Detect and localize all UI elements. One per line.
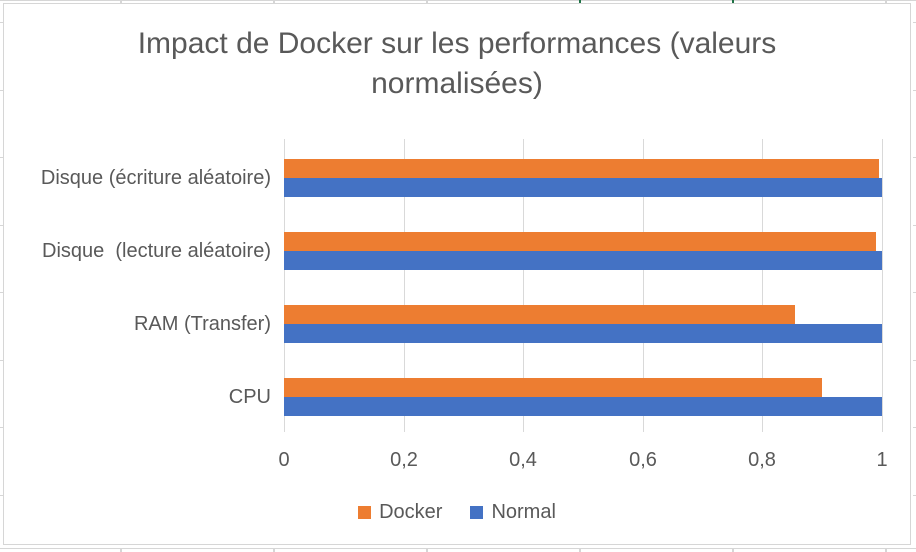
sheet-row-tick [0,495,3,496]
x-tick-label-5: 1 [876,449,888,471]
sheet-column-tick-top [273,0,275,3]
sheet-row-tick [0,22,3,23]
chart-title: Impact de Docker sur les performances (v… [137,27,777,100]
bar-docker-cpu [284,378,822,397]
bar-normal-cpu [284,397,882,416]
sheet-column-tick-top [885,0,887,3]
bar-docker-ram-transfer [284,305,795,324]
legend-item-normal: Normal [470,501,556,523]
legend-swatch-normal [470,505,484,519]
sheet-top-gridline [0,0,916,1]
sheet-column-tick-bottom [579,549,581,552]
sheet-column-tick-bottom [273,549,275,552]
x-tick-label-1: 0,2 [390,449,418,471]
x-tick-label-4: 0,8 [748,449,776,471]
gridline-x-0 [284,139,285,432]
legend-swatch-docker [358,505,372,519]
sheet-column-tick-bottom [885,549,887,552]
legend-item-docker: Docker [358,502,442,522]
sheet-row-tick [913,495,916,496]
bar-normal-disque-lecture-al-atoire [284,251,882,270]
chart-container[interactable]: Impact de Docker sur les performances (v… [3,3,911,545]
sheet-row-tick [913,22,916,23]
category-label-disque-lecture-al-atoire: Disque (lecture aléatoire) [42,240,271,262]
sheet-column-tick-top [426,0,428,3]
sheet-column-tick-top [120,0,122,3]
bar-normal-ram-transfer [284,324,882,343]
sheet-row-tick [913,360,916,361]
sheet-column-tick-bottom [120,549,122,552]
plot-area [284,139,883,432]
x-tick-label-2: 0,4 [509,449,537,471]
gridline-x-0.2 [404,139,405,432]
x-tick-label-3: 0,6 [629,449,657,471]
bar-normal-disque-criture-al-atoire [284,178,882,197]
bar-docker-disque-lecture-al-atoire [284,232,876,251]
gridline-x-0.6 [643,139,644,432]
legend-label-normal: Normal [491,501,556,523]
sheet-column-tick-top [579,0,581,3]
sheet-column-tick-bottom [732,549,734,552]
sheet-column-tick-top [732,0,734,3]
sheet-row-tick [913,427,916,428]
sheet-bottom-gridline [0,548,916,549]
gridline-x-0.8 [762,139,763,432]
sheet-row-tick [913,225,916,226]
sheet-row-tick [913,90,916,91]
category-label-cpu: CPU [228,386,271,408]
legend: Docker Normal [4,502,910,522]
sheet-row-tick [913,157,916,158]
sheet-row-tick [0,90,3,91]
gridline-x-0.4 [523,139,524,432]
category-label-disque-criture-al-atoire: Disque (écriture aléatoire) [40,167,271,189]
sheet-row-tick [0,427,3,428]
gridline-x-1 [882,139,883,432]
sheet-row-tick [0,360,3,361]
sheet-column-tick-bottom [426,549,428,552]
sheet-row-tick [0,292,3,293]
sheet-row-tick [0,157,3,158]
x-tick-label-0: 0 [278,449,290,471]
legend-label-docker: Docker [379,501,443,523]
sheet-row-tick [913,292,916,293]
sheet-row-tick [0,225,3,226]
bar-docker-disque-criture-al-atoire [284,159,879,178]
category-label-ram-transfer: RAM (Transfer) [133,313,271,335]
